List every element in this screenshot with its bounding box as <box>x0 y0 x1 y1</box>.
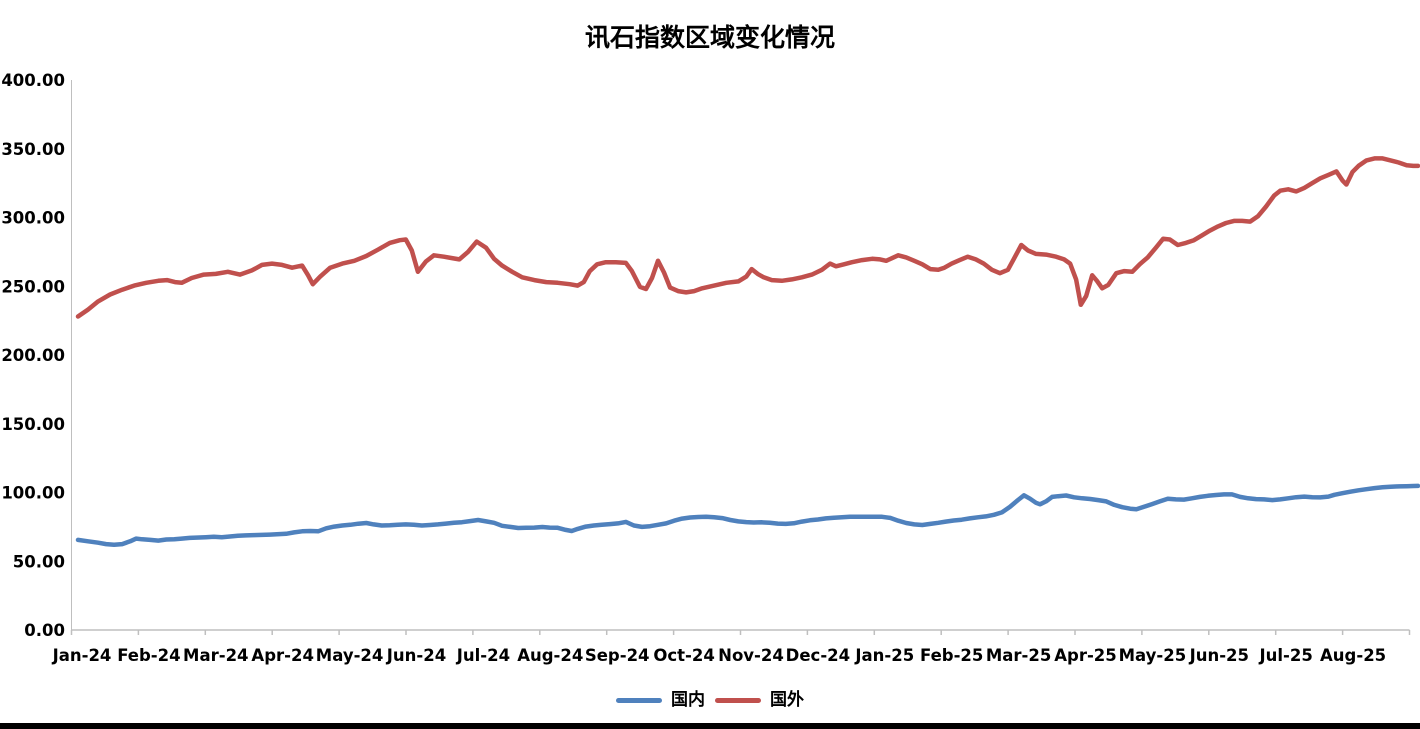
svg-text:May-25: May-25 <box>1119 646 1187 665</box>
legend-line-swatch-domestic <box>616 697 662 703</box>
legend: 国内 国外 <box>0 688 1420 712</box>
svg-text:May-24: May-24 <box>316 646 384 665</box>
svg-text:50.00: 50.00 <box>13 552 65 571</box>
svg-text:Nov-24: Nov-24 <box>718 646 784 665</box>
svg-text:Dec-24: Dec-24 <box>786 646 850 665</box>
svg-text:Jun-25: Jun-25 <box>1189 646 1249 665</box>
svg-text:400.00: 400.00 <box>1 71 65 90</box>
svg-text:Mar-24: Mar-24 <box>183 646 249 665</box>
bottom-black-bar <box>0 723 1420 729</box>
svg-text:0.00: 0.00 <box>24 621 65 640</box>
svg-text:Mar-25: Mar-25 <box>986 646 1052 665</box>
svg-text:200.00: 200.00 <box>1 346 65 365</box>
legend-label-foreign: 国外 <box>770 690 804 710</box>
legend-item-foreign: 国外 <box>715 688 804 712</box>
svg-text:350.00: 350.00 <box>1 140 65 159</box>
svg-text:150.00: 150.00 <box>1 415 65 434</box>
axes <box>70 80 1411 635</box>
svg-text:Jan-24: Jan-24 <box>52 646 112 665</box>
svg-text:Feb-25: Feb-25 <box>920 646 983 665</box>
legend-item-domestic: 国内 <box>616 688 705 712</box>
legend-label-domestic: 国内 <box>671 690 705 710</box>
chart-title: 讯石指数区域变化情况 <box>584 23 835 52</box>
y-axis-tick-labels: 0.00 50.00 100.00 150.00 200.00 250.00 300.00 3… <box>1 71 65 640</box>
svg-text:Aug-25: Aug-25 <box>1320 646 1386 665</box>
svg-text:Jan-25: Jan-25 <box>854 646 914 665</box>
svg-text:250.00: 250.00 <box>1 277 65 296</box>
svg-text:Jul-25: Jul-25 <box>1259 646 1313 665</box>
svg-text:Jun-24: Jun-24 <box>386 646 446 665</box>
svg-text:100.00: 100.00 <box>1 484 65 503</box>
svg-text:Sep-24: Sep-24 <box>585 646 650 665</box>
svg-text:300.00: 300.00 <box>1 209 65 228</box>
svg-text:Feb-24: Feb-24 <box>117 646 180 665</box>
svg-text:Apr-25: Apr-25 <box>1054 646 1117 665</box>
svg-text:Apr-24: Apr-24 <box>251 646 314 665</box>
x-axis-tick-labels: Jan-24 Feb-24 Mar-24 Apr-24 May-24 Jun-24 Jul-… <box>52 646 1387 665</box>
legend-line-swatch-foreign <box>715 697 761 703</box>
svg-text:Jul-24: Jul-24 <box>456 646 510 665</box>
svg-text:Aug-24: Aug-24 <box>517 646 583 665</box>
data-series-lines <box>75 156 1420 548</box>
svg-text:Oct-24: Oct-24 <box>653 646 715 665</box>
